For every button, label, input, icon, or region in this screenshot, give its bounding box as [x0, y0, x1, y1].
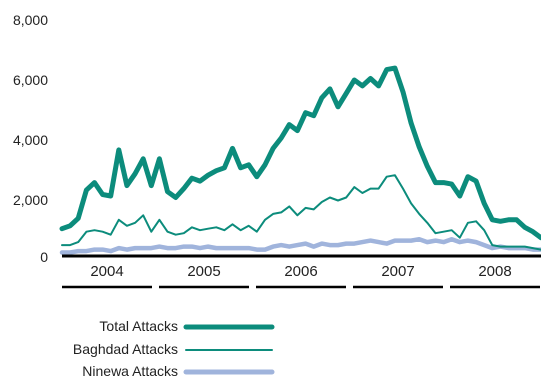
year-label: 2007 [381, 263, 414, 280]
legend-label-baghdad: Baghdad Attacks [73, 341, 178, 357]
y-tick-label: 2,000 [13, 192, 48, 208]
year-axis: 2004 2005 2006 2007 2008 [62, 263, 540, 289]
year-label: 2008 [478, 263, 511, 280]
y-tick-label: 6,000 [13, 72, 48, 88]
y-axis: 8,000 6,000 4,000 2,000 0 [13, 12, 48, 265]
series-line-baghdad [61, 174, 541, 251]
y-tick-label: 0 [40, 249, 48, 265]
legend: Total Attacks Baghdad Attacks Ninewa Att… [73, 318, 275, 379]
legend-label-ninewa: Ninewa Attacks [82, 363, 178, 379]
series-line-total [59, 65, 541, 241]
year-label: 2004 [90, 263, 123, 280]
y-tick-label: 4,000 [13, 132, 48, 148]
year-label: 2006 [284, 263, 317, 280]
year-label: 2005 [187, 263, 220, 280]
y-tick-label: 8,000 [13, 12, 48, 28]
series-layer [59, 65, 541, 255]
series-line-ninewa [59, 236, 541, 255]
legend-label-total: Total Attacks [99, 318, 178, 334]
